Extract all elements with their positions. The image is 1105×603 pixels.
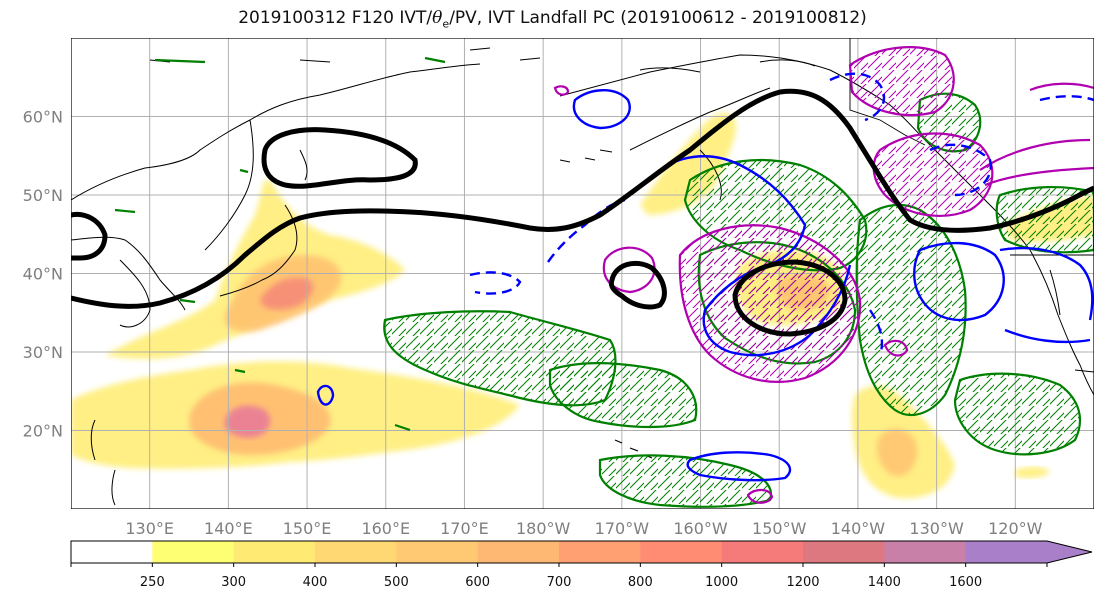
- pv-contour-west-loop: [71, 211, 108, 261]
- colorbar-tick-label: 800: [628, 575, 653, 590]
- longitude-label: 130°W: [909, 519, 964, 538]
- latitude-label: 60°N: [23, 108, 63, 127]
- theta-e-contour-asia-small: [114, 56, 446, 432]
- latitude-label: 20°N: [23, 422, 63, 441]
- longitude-label: 150°W: [752, 519, 807, 538]
- theta-e-contour-subtropical: [548, 362, 698, 429]
- colorbar-segment: [152, 541, 235, 563]
- title-theta-symbol: θ: [432, 8, 443, 28]
- longitude-label: 160°E: [361, 519, 410, 538]
- pc-magenta-contour-small-3: [553, 85, 570, 96]
- pv-contour-main: [71, 88, 1094, 309]
- pv-contour-cutoff-loop: [732, 259, 848, 337]
- theta-e-contours: [114, 56, 1094, 508]
- longitude-labels: 130°E 140°E 150°E 160°E 170°E 180°W 170°W 160°W…: [125, 519, 1042, 538]
- pc-magenta-contour-small-2: [883, 339, 909, 357]
- pc-magenta-contour-northeast: [848, 46, 955, 117]
- colorbar-tick-label: 700: [547, 575, 572, 590]
- pc-blue-contour-dashed-1: [469, 271, 522, 295]
- colorbar-segment: [477, 541, 560, 563]
- pv-contour-north-loop: [261, 127, 418, 189]
- map-area: [71, 38, 1094, 509]
- ivt-colorbar: 250 300 400 500 600 700 800 1000 1200 1400 1600: [70, 540, 1093, 590]
- latitude-label: 30°N: [23, 343, 63, 362]
- colorbar-tick-label: 1200: [786, 575, 819, 590]
- coastline-japan: [219, 149, 308, 297]
- ivt-band-east-pacific-core: [876, 428, 918, 477]
- colorbar-segment: [803, 541, 885, 563]
- longitude-label: 140°E: [204, 519, 253, 538]
- longitude-label: 170°E: [440, 519, 489, 538]
- colorbar-tick-label: 250: [140, 575, 165, 590]
- coastline-asia: [71, 63, 481, 506]
- colorbar-outline: [70, 540, 1093, 564]
- ivt-band-subtropical-max: [224, 405, 271, 438]
- pc-blue-contour-south: [686, 451, 792, 482]
- colorbar-tick-label: 300: [221, 575, 246, 590]
- ivt-band-north-max: [260, 277, 314, 310]
- longitude-label: 180°W: [516, 519, 571, 538]
- colorbar-segment: [559, 541, 641, 563]
- title-prefix: 2019100312 F120 IVT/: [238, 8, 433, 28]
- longitude-label: 140°W: [831, 519, 886, 538]
- pc-blue-contour-north: [572, 89, 631, 130]
- plot-title: 2019100312 F120 IVT/θe/PV, IVT Landfall …: [0, 8, 1105, 30]
- colorbar-tick-label: 1000: [705, 575, 738, 590]
- pc-blue-contour-dashed-3: [829, 72, 886, 122]
- pc-magenta-contour-small-1: [746, 488, 774, 504]
- colorbar-tick-label: 500: [384, 575, 409, 590]
- colorbar-segment: [884, 541, 967, 563]
- longitude-label: 170°W: [595, 519, 650, 538]
- colorbar-tick-label: 600: [465, 575, 490, 590]
- pc-blue-contour-dashed-4: [869, 143, 992, 356]
- colorbar-segment: [396, 541, 479, 563]
- colorbar-segment: [233, 541, 316, 563]
- colorbar-segment: [721, 541, 804, 563]
- latitude-labels: 20°N 30°N 40°N 50°N 60°N: [23, 108, 63, 441]
- longitude-label: 160°W: [673, 519, 728, 538]
- colorbar-tick-label: 1600: [949, 575, 982, 590]
- longitude-label: 150°E: [283, 519, 332, 538]
- colorbar-extend-arrow: [965, 541, 1092, 563]
- colorbar-segment: [640, 541, 723, 563]
- ivt-band-north-pacific: [105, 179, 405, 359]
- ivt-band-north-small: [1015, 466, 1050, 479]
- latitude-label: 40°N: [23, 265, 63, 284]
- pc-blue-contour-dashed-5: [1039, 95, 1094, 102]
- longitude-label: 120°W: [988, 519, 1043, 538]
- colorbar-tick-label: 1400: [868, 575, 901, 590]
- ivt-band-alaska: [640, 113, 736, 215]
- pv-contour-small-loop: [608, 260, 667, 310]
- theta-e-contour-west-coast: [995, 186, 1094, 254]
- pc-blue-contour-east: [913, 241, 1005, 322]
- longitude-label: 130°E: [125, 519, 174, 538]
- colorbar-under-segment: [71, 541, 153, 563]
- title-suffix: /PV, IVT Landfall PC (2019100612 - 20191…: [449, 8, 867, 28]
- latitude-label: 50°N: [23, 186, 63, 205]
- theta-e-contour-southeast: [953, 372, 1082, 456]
- pc-magenta-contour-west: [602, 246, 656, 294]
- title-theta-subscript: e: [442, 17, 450, 31]
- pv-contours: [71, 88, 1094, 337]
- colorbar-tick-label: 400: [303, 575, 328, 590]
- colorbar-segment: [315, 541, 397, 563]
- pc-blue-contour-small: [316, 384, 335, 406]
- pc-blue-contour-west-coast: [999, 246, 1094, 344]
- border-usa-mexico: [1074, 369, 1094, 373]
